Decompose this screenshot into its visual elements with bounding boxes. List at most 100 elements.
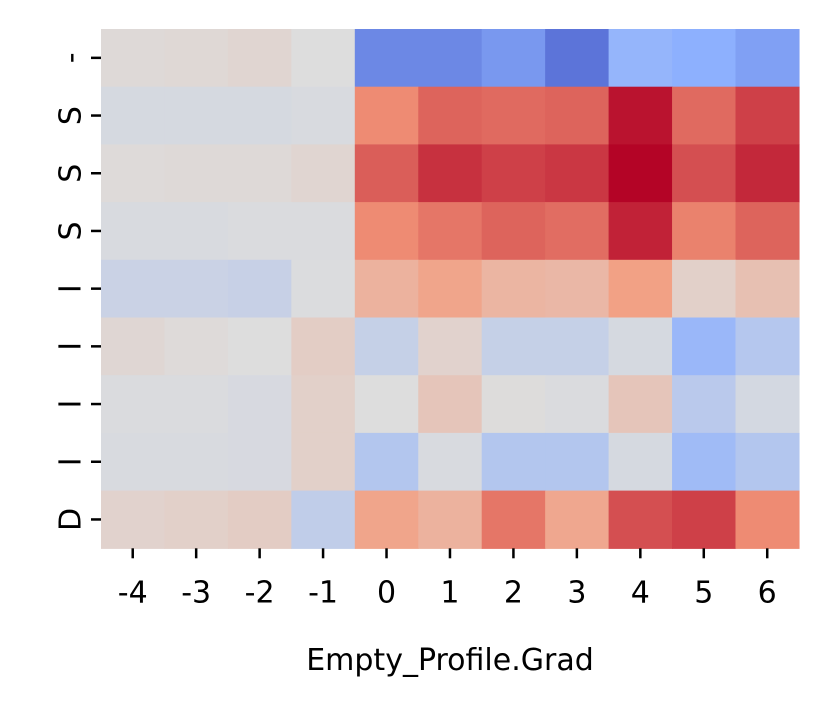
heatmap-cell <box>545 144 610 203</box>
y-tick-label: S <box>54 106 89 125</box>
heatmap-cell <box>418 432 483 492</box>
heatmap-cell <box>101 86 166 145</box>
heatmap-cell <box>608 490 673 549</box>
y-tick-label: I <box>54 400 89 409</box>
x-tick-label: 3 <box>567 575 586 610</box>
heatmap-cells <box>101 29 800 549</box>
x-tick-label: 0 <box>377 575 396 610</box>
heatmap-cell <box>354 144 419 203</box>
heatmap-cell <box>291 144 356 203</box>
heatmap-cell <box>608 144 673 203</box>
heatmap-cell <box>735 86 800 145</box>
x-tick-label: -1 <box>308 575 338 610</box>
heatmap-cell <box>354 259 419 319</box>
x-axis-ticks: -4 -3 -2 -1 0 1 2 3 4 5 6 <box>118 548 777 610</box>
heatmap-cell <box>735 432 800 492</box>
heatmap-cell <box>418 29 483 88</box>
heatmap-cell <box>227 317 292 376</box>
heatmap-cell <box>227 259 292 319</box>
heatmap-cell <box>418 317 483 376</box>
heatmap-cell <box>545 317 610 376</box>
heatmap-cell <box>101 202 166 261</box>
heatmap-cell <box>608 86 673 145</box>
y-tick-label: S <box>54 164 89 183</box>
x-tick-label: -2 <box>245 575 275 610</box>
heatmap-cell <box>101 29 166 88</box>
heatmap-cell <box>101 317 166 376</box>
x-tick-label: 2 <box>504 575 523 610</box>
heatmap-cell <box>545 490 610 549</box>
heatmap-cell <box>608 317 673 376</box>
heatmap-cell <box>672 375 737 434</box>
x-tick-label: 4 <box>631 575 650 610</box>
heatmap-cell <box>291 432 356 492</box>
heatmap-cell <box>545 202 610 261</box>
heatmap-cell <box>354 29 419 88</box>
heatmap-cell <box>164 317 229 376</box>
heatmap-cell <box>227 490 292 549</box>
heatmap-cell <box>164 202 229 261</box>
heatmap-cell <box>418 259 483 319</box>
heatmap-cell <box>164 29 229 88</box>
x-axis-label: Empty_Profile.Grad <box>306 643 594 678</box>
heatmap-cell <box>227 375 292 434</box>
heatmap-cell <box>354 432 419 492</box>
heatmap-cell <box>227 144 292 203</box>
y-tick-label: I <box>54 284 89 293</box>
heatmap-cell <box>101 259 166 319</box>
y-tick-label: D <box>54 508 89 531</box>
heatmap-cell <box>735 29 800 88</box>
heatmap-cell <box>608 375 673 434</box>
heatmap-cell <box>672 29 737 88</box>
heatmap-cell <box>291 259 356 319</box>
heatmap-cell <box>291 202 356 261</box>
heatmap-cell <box>354 375 419 434</box>
heatmap-cell <box>672 144 737 203</box>
heatmap-cell <box>608 432 673 492</box>
heatmap-cell <box>164 490 229 549</box>
heatmap-cell <box>164 259 229 319</box>
heatmap-cell <box>418 86 483 145</box>
heatmap-cell <box>101 144 166 203</box>
heatmap-cell <box>291 375 356 434</box>
heatmap-cell <box>672 259 737 319</box>
heatmap-cell <box>735 202 800 261</box>
heatmap-cell <box>545 86 610 145</box>
heatmap-cell <box>227 29 292 88</box>
heatmap-cell <box>164 144 229 203</box>
heatmap-cell <box>481 375 546 434</box>
heatmap-cell <box>164 375 229 434</box>
heatmap-cell <box>545 432 610 492</box>
heatmap-cell <box>735 144 800 203</box>
heatmap-cell <box>101 490 166 549</box>
x-tick-label: 5 <box>694 575 713 610</box>
heatmap-cell <box>418 375 483 434</box>
heatmap-cell <box>354 317 419 376</box>
y-tick-label: I <box>54 342 89 351</box>
heatmap-cell <box>608 259 673 319</box>
heatmap-cell <box>418 202 483 261</box>
heatmap-cell <box>101 432 166 492</box>
heatmap-cell <box>291 490 356 549</box>
heatmap-cell <box>227 86 292 145</box>
heatmap-cell <box>481 29 546 88</box>
heatmap-cell <box>545 259 610 319</box>
heatmap-cell <box>672 202 737 261</box>
y-axis-ticks: - S S S I I I I D <box>54 52 101 531</box>
heatmap-cell <box>291 317 356 376</box>
heatmap-cell <box>672 317 737 376</box>
heatmap-cell <box>545 29 610 88</box>
heatmap-cell <box>227 202 292 261</box>
heatmap-cell <box>481 86 546 145</box>
heatmap-cell <box>164 86 229 145</box>
heatmap-cell <box>672 490 737 549</box>
heatmap-cell <box>735 375 800 434</box>
heatmap-cell <box>418 490 483 549</box>
heatmap-cell <box>101 375 166 434</box>
heatmap-cell <box>291 86 356 145</box>
heatmap-cell <box>735 317 800 376</box>
heatmap-cell <box>481 144 546 203</box>
heatmap-cell <box>481 202 546 261</box>
heatmap-cell <box>735 490 800 549</box>
